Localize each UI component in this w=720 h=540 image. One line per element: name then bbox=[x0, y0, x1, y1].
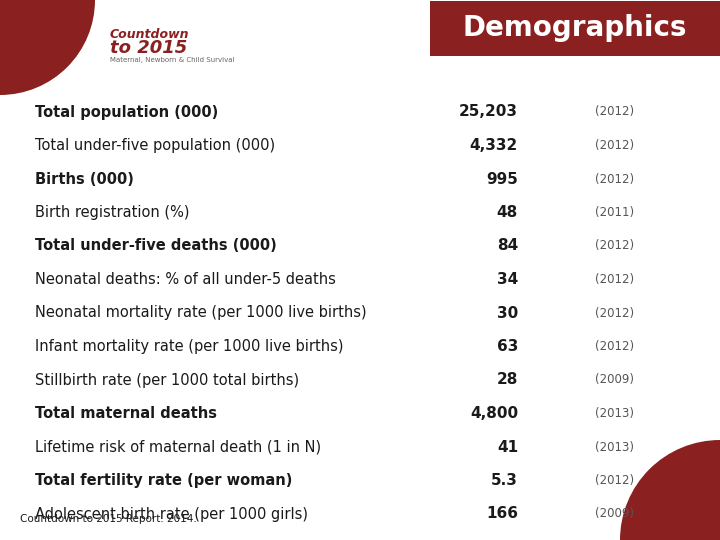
Text: (2012): (2012) bbox=[595, 307, 634, 320]
Text: Neonatal mortality rate (per 1000 live births): Neonatal mortality rate (per 1000 live b… bbox=[35, 306, 366, 321]
Text: 4,800: 4,800 bbox=[470, 406, 518, 421]
Text: (2011): (2011) bbox=[595, 206, 634, 219]
Text: Total under-five deaths (000): Total under-five deaths (000) bbox=[35, 239, 276, 253]
Text: Lifetime risk of maternal death (1 in N): Lifetime risk of maternal death (1 in N) bbox=[35, 440, 321, 455]
Text: 48: 48 bbox=[497, 205, 518, 220]
Text: (2012): (2012) bbox=[595, 172, 634, 186]
Text: (2009): (2009) bbox=[595, 508, 634, 521]
Text: 63: 63 bbox=[497, 339, 518, 354]
Text: 995: 995 bbox=[486, 172, 518, 186]
Text: Infant mortality rate (per 1000 live births): Infant mortality rate (per 1000 live bir… bbox=[35, 339, 343, 354]
Text: 34: 34 bbox=[497, 272, 518, 287]
Text: Birth registration (%): Birth registration (%) bbox=[35, 205, 189, 220]
Text: 25,203: 25,203 bbox=[459, 105, 518, 119]
Text: 30: 30 bbox=[497, 306, 518, 321]
Text: Total maternal deaths: Total maternal deaths bbox=[35, 406, 217, 421]
Text: 4,332: 4,332 bbox=[469, 138, 518, 153]
Wedge shape bbox=[620, 440, 720, 540]
Text: Adolescent birth rate (per 1000 girls): Adolescent birth rate (per 1000 girls) bbox=[35, 507, 308, 522]
Text: Maternal, Newborn & Child Survival: Maternal, Newborn & Child Survival bbox=[110, 57, 235, 63]
Text: Births (000): Births (000) bbox=[35, 172, 134, 186]
Text: (2012): (2012) bbox=[595, 105, 634, 118]
Text: (2013): (2013) bbox=[595, 441, 634, 454]
Text: (2012): (2012) bbox=[595, 474, 634, 487]
FancyBboxPatch shape bbox=[430, 1, 720, 56]
Text: (2012): (2012) bbox=[595, 139, 634, 152]
Text: Countdown to 2015 Report. 2014.: Countdown to 2015 Report. 2014. bbox=[20, 514, 197, 524]
Text: (2009): (2009) bbox=[595, 374, 634, 387]
Text: Countdown: Countdown bbox=[110, 29, 189, 42]
Text: Neonatal deaths: % of all under-5 deaths: Neonatal deaths: % of all under-5 deaths bbox=[35, 272, 336, 287]
Text: Total under-five population (000): Total under-five population (000) bbox=[35, 138, 275, 153]
Text: Demographics: Demographics bbox=[463, 15, 688, 43]
Text: 166: 166 bbox=[486, 507, 518, 522]
Text: (2012): (2012) bbox=[595, 340, 634, 353]
Text: Total population (000): Total population (000) bbox=[35, 105, 218, 119]
Text: 41: 41 bbox=[497, 440, 518, 455]
Text: 5.3: 5.3 bbox=[491, 473, 518, 488]
Wedge shape bbox=[0, 0, 95, 95]
Text: (2013): (2013) bbox=[595, 407, 634, 420]
Text: to 2015: to 2015 bbox=[110, 39, 187, 57]
Text: Stillbirth rate (per 1000 total births): Stillbirth rate (per 1000 total births) bbox=[35, 373, 299, 388]
Text: 28: 28 bbox=[497, 373, 518, 388]
Text: 84: 84 bbox=[497, 239, 518, 253]
Text: (2012): (2012) bbox=[595, 273, 634, 286]
Text: Total fertility rate (per woman): Total fertility rate (per woman) bbox=[35, 473, 292, 488]
Text: (2012): (2012) bbox=[595, 240, 634, 253]
